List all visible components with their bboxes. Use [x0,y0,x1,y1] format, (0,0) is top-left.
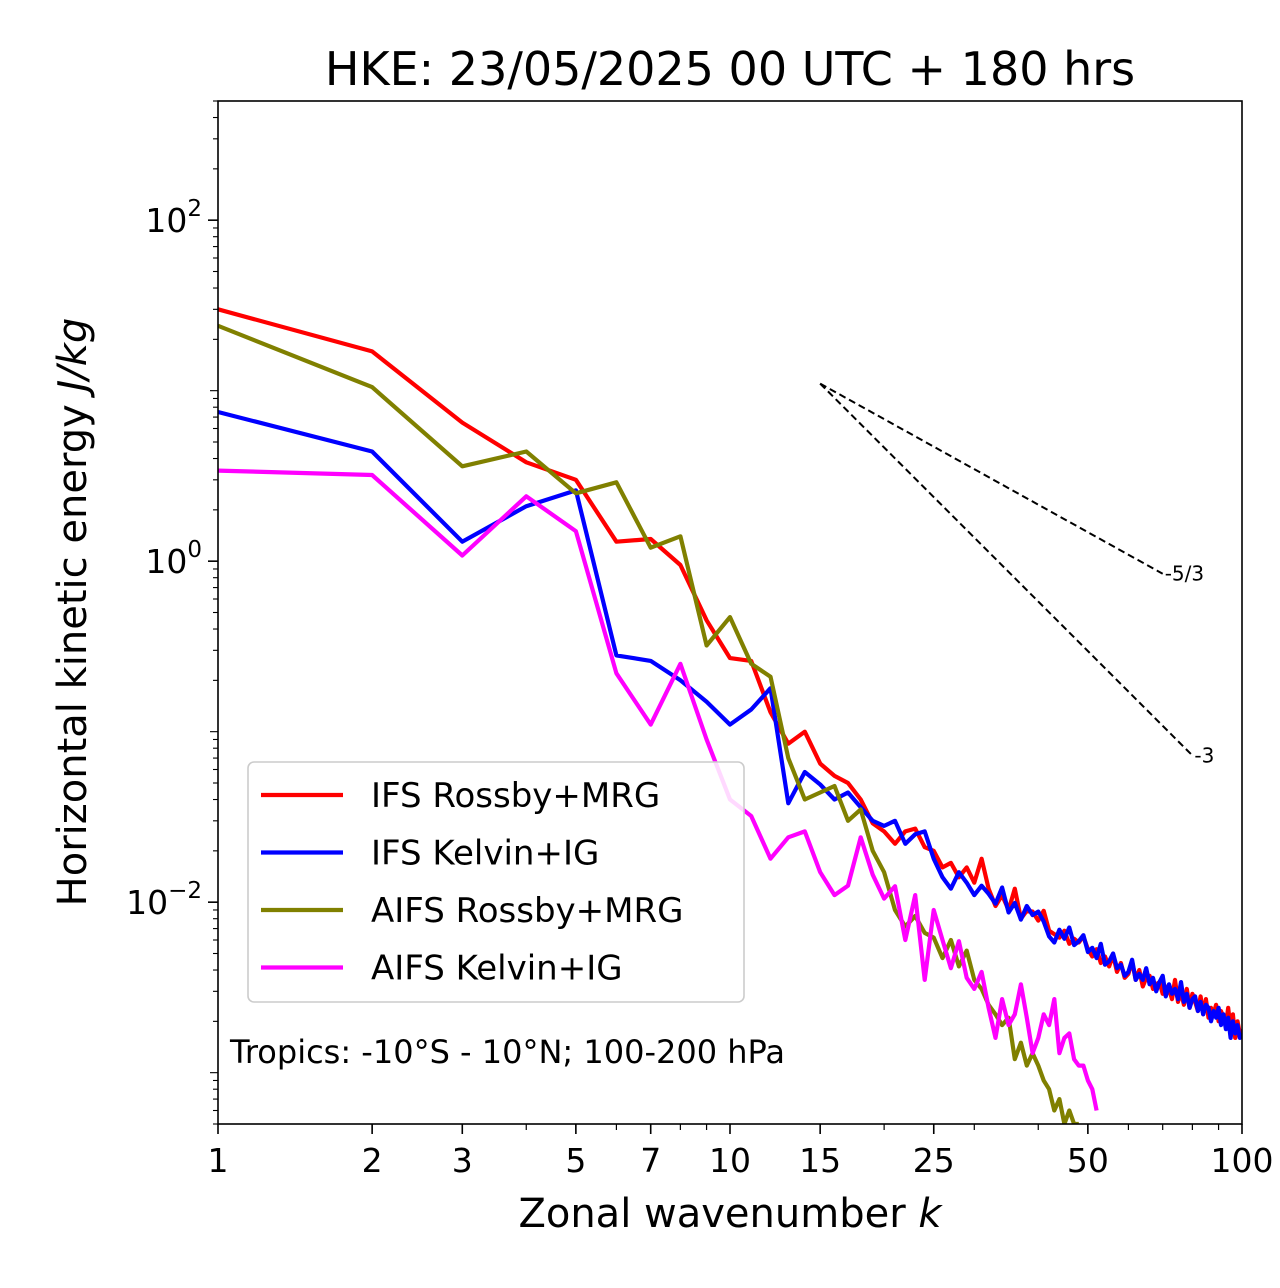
x-tick-label: 100 [1211,1141,1274,1180]
legend-label-aifs-rossby-mrg: AIFS Rossby+MRG [371,891,683,931]
series-line-ifs-kelvin-ig [218,409,1242,1041]
y-axis-label: Horizontal kinetic energy J/kg [50,318,96,907]
x-tick-label: 25 [913,1141,955,1180]
x-tick-label: 1 [208,1141,229,1180]
y-tick-label: 102 [145,196,202,240]
reference-slope-line [819,382,1194,757]
x-tick-label: 10 [709,1141,751,1180]
x-tick-label: 7 [640,1141,661,1180]
x-tick-label: 2 [362,1141,383,1180]
axis-ticks: 1 2 3 5 7 10 15 25 50 100 10−2 100 102 [126,100,1274,1180]
x-axis-label: Zonal wavenumber k [518,1191,943,1237]
legend-box [247,761,745,1003]
reference-slope-line [819,382,1164,575]
x-tick-label: 15 [799,1141,841,1180]
x-tick-label: 3 [452,1141,473,1180]
region-annotation: Tropics: -10°S - 10°N; 100-200 hPa [229,1033,785,1071]
legend-label-ifs-kelvin-ig: IFS Kelvin+IG [371,834,599,874]
y-tick-label: 100 [145,537,202,581]
x-tick-label: 5 [565,1141,586,1180]
y-tick-label: 10−2 [126,878,202,922]
chart-title: HKE: 23/05/2025 00 UTC + 180 hrs [325,42,1135,96]
legend-label-aifs-kelvin-ig: AIFS Kelvin+IG [371,949,623,989]
legend: IFS Rossby+MRG IFS Kelvin+IG AIFS Rossby+M… [247,761,745,1003]
reference-slope-label: -5/3 [1165,562,1204,586]
reference-slopes: -5/3 -3 [819,382,1214,767]
reference-slope-label: -3 [1194,743,1214,767]
x-tick-label: 50 [1067,1141,1109,1180]
legend-label-ifs-rossby-mrg: IFS Rossby+MRG [371,776,660,816]
